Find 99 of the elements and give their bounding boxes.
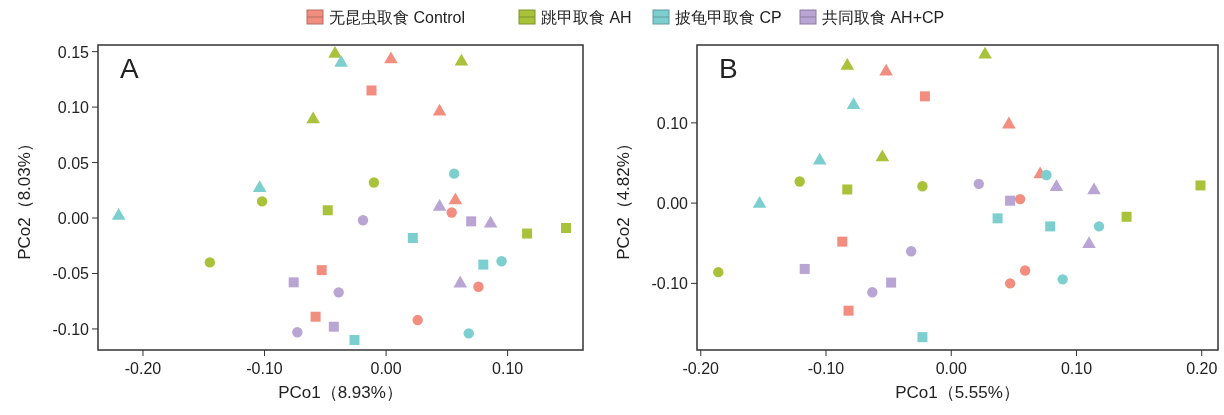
point	[1004, 278, 1016, 289]
point	[288, 277, 299, 288]
point	[453, 275, 468, 288]
point	[496, 256, 507, 267]
point	[384, 51, 398, 64]
point	[466, 216, 477, 227]
x-tick-label: 0.10	[1060, 360, 1093, 377]
point	[328, 46, 342, 58]
y-axis-title: PCo2（4.82%）	[614, 135, 633, 260]
point	[473, 281, 484, 292]
y-tick-label: 0.00	[656, 195, 689, 213]
x-tick-label: -0.20	[682, 360, 720, 377]
legend-label: 无昆虫取食 Control	[329, 9, 466, 26]
point	[448, 192, 463, 205]
point	[316, 265, 327, 276]
point	[713, 266, 724, 278]
point	[366, 85, 377, 96]
x-tick-label: -0.10	[246, 360, 283, 377]
point	[407, 232, 418, 243]
x-axis-title: PCo1（8.93%）	[278, 383, 403, 402]
point	[917, 332, 928, 343]
point	[1093, 221, 1105, 232]
chart-title: B	[719, 53, 738, 84]
y-tick-label: -0.10	[651, 275, 689, 293]
y-tick-label: 0.10	[656, 114, 689, 132]
point	[412, 314, 423, 326]
point	[368, 177, 380, 188]
x-tick-label: 0.00	[935, 360, 967, 377]
point	[432, 199, 447, 211]
point	[1195, 180, 1206, 191]
point	[349, 335, 360, 346]
point	[1002, 116, 1016, 129]
point	[978, 46, 992, 59]
legend-label: 披龟甲取食 CP	[675, 9, 782, 26]
point	[794, 176, 805, 187]
point	[483, 215, 498, 228]
point	[560, 223, 571, 233]
point	[1005, 195, 1016, 206]
point	[919, 91, 930, 102]
point	[111, 207, 126, 220]
chart-title: A	[120, 53, 139, 84]
point	[463, 328, 474, 339]
point	[840, 58, 855, 70]
point	[322, 205, 333, 216]
point	[992, 213, 1003, 224]
point	[879, 63, 893, 76]
point	[204, 257, 216, 268]
point	[1087, 182, 1101, 195]
point	[886, 277, 897, 288]
point	[256, 196, 268, 207]
x-tick-label: -0.10	[807, 360, 845, 377]
point	[1041, 169, 1052, 181]
point	[812, 152, 827, 165]
y-tick-label: -0.10	[52, 320, 90, 338]
point	[875, 149, 890, 162]
point	[1014, 193, 1026, 205]
point	[1082, 236, 1096, 248]
x-tick-label: 0.10	[492, 360, 524, 377]
point	[837, 236, 848, 247]
point	[973, 178, 984, 190]
legend-label: 跳甲取食 AH	[541, 9, 632, 26]
y-tick-label: 0.05	[57, 154, 90, 172]
point	[334, 54, 348, 67]
point	[252, 180, 267, 192]
point	[752, 196, 767, 208]
point	[905, 246, 917, 257]
point	[522, 228, 533, 239]
y-tick-label: -0.05	[52, 265, 90, 283]
point	[1049, 179, 1064, 191]
point	[1045, 221, 1056, 232]
y-tick-label: 0.15	[57, 43, 90, 61]
point	[448, 168, 460, 179]
y-tick-label: 0.10	[57, 99, 90, 117]
point	[306, 111, 320, 124]
point	[846, 97, 861, 110]
point	[310, 311, 321, 322]
point	[1019, 265, 1031, 276]
point	[799, 263, 810, 274]
point	[292, 327, 303, 338]
point	[1121, 211, 1132, 222]
y-tick-label: 0.00	[57, 210, 90, 228]
point	[432, 103, 447, 116]
x-tick-label: 0.00	[370, 360, 402, 377]
point	[867, 287, 878, 298]
x-tick-label: 0.20	[1186, 360, 1218, 377]
point	[842, 184, 853, 195]
point	[843, 305, 854, 316]
y-axis-title: PCo2（8.03%）	[15, 135, 34, 260]
point	[333, 287, 344, 298]
x-tick-label: -0.20	[124, 360, 162, 377]
point	[446, 207, 457, 218]
point	[357, 215, 369, 226]
legend-label: 共同取食 AH+CP	[822, 9, 945, 26]
point	[328, 321, 339, 332]
x-axis-title: PCo1（5.55%）	[895, 383, 1020, 402]
point	[1057, 274, 1068, 285]
point	[917, 181, 928, 192]
point	[454, 53, 469, 66]
point	[478, 259, 489, 270]
